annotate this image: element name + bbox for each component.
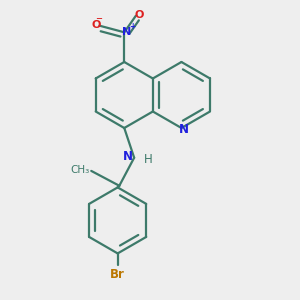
Text: N: N xyxy=(179,123,189,136)
Text: N: N xyxy=(122,27,131,37)
Text: +: + xyxy=(129,22,135,31)
Text: O: O xyxy=(91,20,101,30)
Text: −: − xyxy=(95,14,102,23)
Text: O: O xyxy=(135,10,144,20)
Text: Br: Br xyxy=(110,268,125,281)
Text: CH₃: CH₃ xyxy=(70,165,90,175)
Text: H: H xyxy=(144,153,152,166)
Text: N: N xyxy=(123,150,133,163)
